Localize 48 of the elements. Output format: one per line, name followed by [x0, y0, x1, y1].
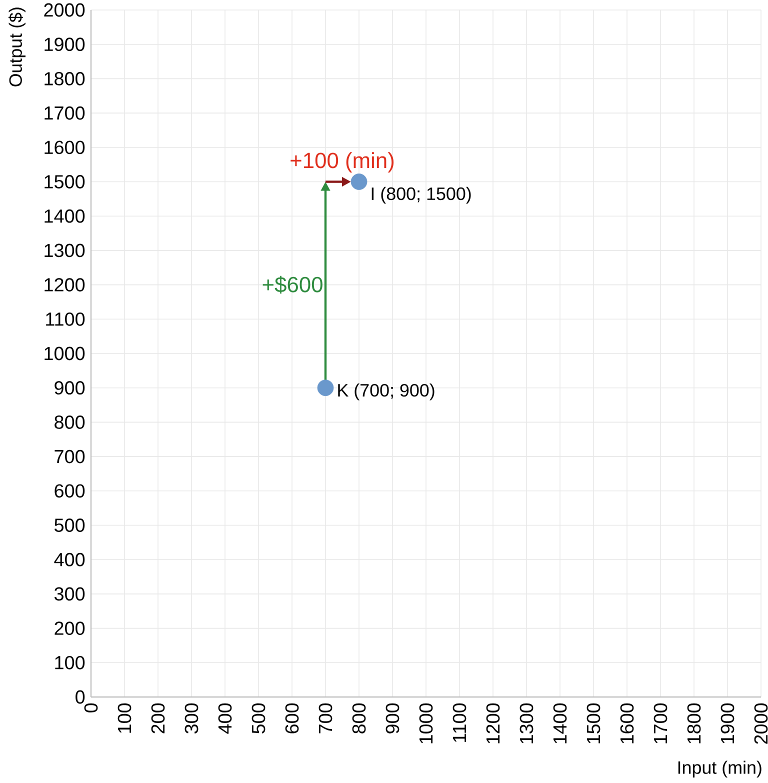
y-tick-label: 400: [54, 552, 85, 566]
y-tick-label: 200: [54, 622, 85, 635]
x-tick-label: 2000: [754, 703, 768, 744]
y-tick-label: 1300: [44, 244, 85, 258]
x-tick-label: 500: [252, 703, 266, 734]
x-tick-label: 1100: [452, 703, 466, 742]
x-tick-label: 1800: [687, 703, 701, 744]
y-tick-label: 700: [54, 450, 85, 464]
x-tick-label: 0: [84, 703, 98, 712]
y-tick-label: 300: [54, 587, 85, 601]
x-tick-label: 1600: [620, 703, 634, 744]
annotation: I (800; 1500): [372, 186, 471, 204]
y-tick-label: 800: [54, 415, 85, 429]
x-tick-label: 1400: [553, 703, 567, 744]
y-tick-label: 1400: [44, 209, 85, 223]
x-tick-label: 700: [318, 703, 332, 734]
x-tick-label: 1300: [520, 703, 534, 744]
y-tick-label: 0: [76, 690, 85, 704]
y-tick-label: 1000: [44, 346, 85, 360]
y-tick-label: 1700: [44, 106, 85, 120]
y-tick-label: 1500: [44, 175, 85, 188]
x-tick-label: 1500: [586, 703, 600, 744]
annotation: +$600: [262, 276, 322, 294]
x-tick-label: 600: [285, 703, 299, 734]
y-tick-label: 1900: [44, 38, 85, 52]
y-tick-label: 1600: [44, 140, 85, 154]
x-tick-label: 300: [184, 703, 198, 734]
x-axis-title: Input (min): [678, 760, 762, 778]
y-tick-label: 900: [54, 381, 85, 395]
y-tick-label: 600: [54, 484, 85, 498]
y-axis-title: Output ($): [8, 8, 26, 86]
y-tick-label: 2000: [44, 3, 85, 17]
y-tick-label: 1100: [46, 312, 85, 326]
y-tick-label: 500: [54, 518, 85, 532]
x-tick-label: 900: [386, 703, 400, 734]
y-tick-label: 100: [55, 656, 85, 670]
x-tick-label: 1000: [419, 703, 433, 744]
y-tick-label: 1200: [44, 278, 85, 292]
x-tick-label: 100: [118, 703, 132, 733]
x-tick-label: 1900: [720, 703, 734, 744]
x-tick-label: 1200: [486, 703, 500, 744]
annotation: +100 (min): [290, 152, 394, 173]
x-tick-label: 400: [218, 703, 232, 734]
x-tick-label: 1700: [654, 703, 668, 744]
x-tick-label: 800: [352, 703, 366, 734]
x-tick-label: 200: [151, 703, 165, 734]
y-tick-label: 1800: [44, 72, 85, 86]
annotation: K (700; 900): [338, 383, 434, 400]
